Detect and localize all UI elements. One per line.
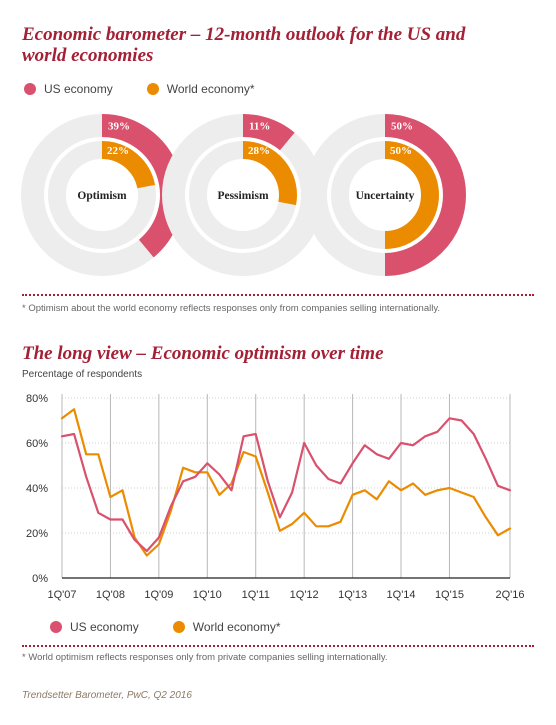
legend-item-us: US economy [50, 620, 139, 634]
y-tick-label: 20% [26, 528, 48, 540]
data-label-us: 11% [249, 121, 270, 133]
data-label-world: 22% [107, 145, 129, 157]
data-label-world: 50% [390, 145, 412, 157]
donut-arc-us [384, 114, 466, 276]
legend-item-world: World economy* [172, 620, 281, 634]
legend-swatch-us [50, 621, 62, 633]
x-tick-label: 1Q'13 [338, 589, 367, 601]
legend-label-world: World economy* [192, 620, 281, 634]
legend-top: US economy World economy* [24, 82, 289, 96]
footnote-bottom: * World optimism reflects responses only… [22, 652, 388, 663]
x-tick-label: 1Q'14 [387, 589, 416, 601]
donut-pessimism: 11% 28% Pessimism [162, 114, 324, 276]
x-tick-label: 1Q'15 [435, 589, 464, 601]
legend-label-us: US economy [44, 82, 113, 96]
legend-label-us: US economy [70, 620, 139, 634]
y-axis-label: Percentage of respondents [22, 369, 143, 380]
x-tick-label: 1Q'10 [193, 589, 222, 601]
donut-arc-us [242, 114, 295, 151]
legend-label-world: World economy* [166, 82, 255, 96]
data-label-us: 39% [108, 121, 130, 133]
legend-item-world: World economy* [146, 82, 255, 96]
line-chart: 0% 20% 40% 60% 80% 1Q'07 1Q'08 1Q'09 1Q'10 1Q'11 1… [26, 393, 525, 601]
x-tick-label: 1Q'12 [290, 589, 319, 601]
divider [22, 294, 534, 296]
legend-swatch-world [172, 621, 185, 633]
donut-center-label: Uncertainty [356, 190, 415, 202]
donut-center-label: Optimism [77, 190, 127, 202]
x-tick-label: 1Q'08 [96, 589, 125, 601]
donut-optimism: 39% 22% Optimism [21, 114, 183, 276]
series-line-world [60, 408, 512, 557]
data-label-us: 50% [391, 121, 413, 133]
x-tick-label: 1Q'07 [47, 589, 76, 601]
section-title: The long view – Economic optimism over t… [22, 343, 384, 364]
data-label-world: 28% [248, 145, 270, 157]
donut-uncertainty: 50% 50% Uncertainty [304, 114, 466, 276]
source-note: Trendsetter Barometer, PwC, Q2 2016 [22, 690, 192, 701]
legend-swatch-us [24, 83, 36, 95]
chart-title: Economic barometer – 12-month outlook fo… [22, 24, 466, 66]
legend-swatch-world [146, 83, 159, 95]
donut-arc-world [242, 141, 297, 206]
series-line-us [60, 417, 512, 553]
x-tick-label: 2Q'16 [495, 589, 524, 601]
donut-charts: 39% 22% Optimism 11% 28% Pessimism 50% 50% Uncer… [21, 114, 466, 276]
y-tick-label: 40% [26, 483, 48, 495]
donut-center-label: Pessimism [217, 190, 269, 202]
legend-bottom: US economy World economy* [50, 620, 315, 634]
y-tick-label: 0% [32, 573, 48, 585]
y-tick-label: 80% [26, 393, 48, 405]
x-tick-label: 1Q'11 [242, 589, 270, 601]
donut-arc-world [384, 141, 439, 249]
donut-arc-world [101, 141, 156, 189]
y-tick-label: 60% [26, 438, 48, 450]
legend-item-us: US economy [24, 82, 113, 96]
x-tick-label: 1Q'09 [144, 589, 173, 601]
footnote-top: * Optimism about the world economy refle… [22, 303, 441, 314]
divider [22, 645, 534, 647]
